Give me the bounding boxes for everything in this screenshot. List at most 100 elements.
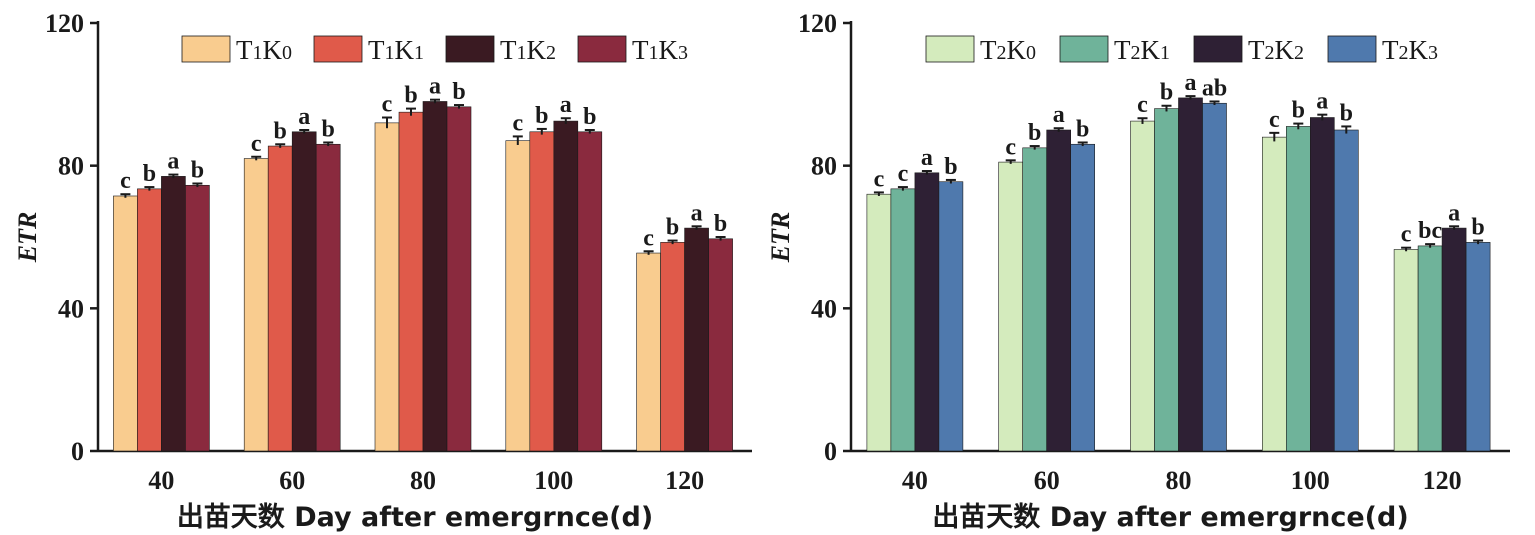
bar (315, 143, 341, 452)
x-tick-label: 60 (1034, 466, 1060, 495)
y-tick-label: 120 (45, 9, 84, 38)
significance-label: b (1340, 100, 1353, 126)
y-tick-label: 40 (811, 294, 837, 323)
significance-label: c (1005, 134, 1016, 160)
legend-label: T2K1 (1114, 35, 1170, 65)
bar (660, 242, 685, 452)
significance-label: a (429, 74, 441, 100)
bar (890, 188, 916, 452)
significance-label: c (120, 168, 131, 194)
bar (267, 145, 293, 452)
significance-label: a (167, 149, 179, 175)
x-tick-label: 40 (902, 466, 928, 495)
x-tick-label: 100 (1291, 466, 1330, 495)
bar (1154, 108, 1179, 452)
bar (1130, 120, 1155, 452)
x-axis-title: 出苗天数 Day after emergrnce(d) (932, 502, 1408, 533)
bar (577, 131, 603, 452)
x-tick-label: 120 (665, 466, 704, 495)
significance-label: b (1292, 98, 1305, 124)
y-tick-label: 0 (71, 437, 84, 466)
bar (446, 106, 472, 452)
significance-label: b (452, 79, 465, 105)
y-tick-label: 120 (798, 9, 837, 38)
significance-label: c (898, 161, 909, 187)
legend-label: T1K0 (236, 35, 292, 65)
bar (398, 111, 424, 452)
significance-label: ab (1202, 75, 1227, 101)
significance-label: b (191, 158, 204, 184)
legend-label: T2K0 (980, 35, 1036, 65)
x-tick-label: 80 (410, 466, 436, 495)
significance-label: a (1316, 89, 1328, 115)
x-tick-label: 40 (148, 466, 174, 495)
bar (866, 193, 892, 452)
y-tick-label: 40 (58, 294, 84, 323)
bar (113, 195, 138, 452)
bar (505, 140, 531, 452)
significance-label: b (404, 83, 417, 109)
significance-label: b (666, 215, 679, 241)
bar (1310, 117, 1335, 452)
bar (1022, 147, 1048, 452)
legend-label: T1K3 (632, 35, 688, 65)
y-tick-label: 80 (58, 152, 84, 181)
x-tick-label: 80 (1166, 466, 1192, 495)
bar (708, 238, 733, 452)
x-axis-title: 出苗天数 Day after emergrnce(d) (177, 502, 653, 533)
bar (1178, 97, 1203, 452)
bar (1286, 126, 1311, 452)
significance-label: c (1269, 107, 1280, 133)
legend-label: T2K3 (1382, 35, 1438, 65)
significance-label: b (944, 154, 957, 180)
legend-swatch (181, 35, 231, 63)
bar (1465, 242, 1491, 452)
y-axis-title: ETR (766, 212, 795, 264)
legend-swatch (1327, 35, 1377, 63)
significance-label: c (382, 92, 393, 118)
significance-label: c (643, 225, 654, 251)
significance-label: b (535, 103, 548, 129)
bar (161, 176, 186, 452)
significance-label: c (512, 110, 523, 136)
significance-label: a (560, 92, 572, 118)
legend-swatch (1059, 35, 1109, 63)
significance-label: b (583, 104, 596, 130)
legend-swatch (577, 35, 627, 63)
bar (1262, 136, 1287, 452)
bar (1441, 227, 1467, 452)
x-tick-label: 120 (1423, 466, 1462, 495)
significance-label: b (714, 211, 727, 237)
significance-label: bc (1418, 218, 1442, 244)
significance-label: b (1076, 116, 1089, 142)
x-tick-label: 100 (534, 466, 573, 495)
legend-label: T2K2 (1248, 35, 1304, 65)
bar (1393, 249, 1419, 452)
bar (529, 131, 555, 452)
significance-label: a (691, 200, 703, 226)
bar (684, 227, 709, 452)
significance-label: a (298, 104, 310, 130)
significance-label: a (1185, 70, 1197, 96)
legend-swatch (313, 35, 363, 63)
legend-swatch (925, 35, 975, 63)
bar (243, 158, 269, 452)
significance-label: b (274, 118, 287, 144)
bar (636, 252, 661, 452)
significance-label: b (1028, 120, 1041, 146)
significance-label: a (921, 145, 933, 171)
legend-swatch (445, 35, 495, 63)
bar (914, 172, 940, 452)
y-tick-label: 0 (824, 437, 837, 466)
y-tick-label: 80 (811, 152, 837, 181)
significance-label: c (1137, 92, 1148, 118)
bar (185, 184, 210, 452)
significance-label: c (251, 131, 262, 157)
significance-label: c (874, 166, 885, 192)
x-tick-label: 60 (279, 466, 305, 495)
bar (998, 161, 1024, 452)
bar (422, 101, 448, 452)
bar (1334, 129, 1359, 452)
